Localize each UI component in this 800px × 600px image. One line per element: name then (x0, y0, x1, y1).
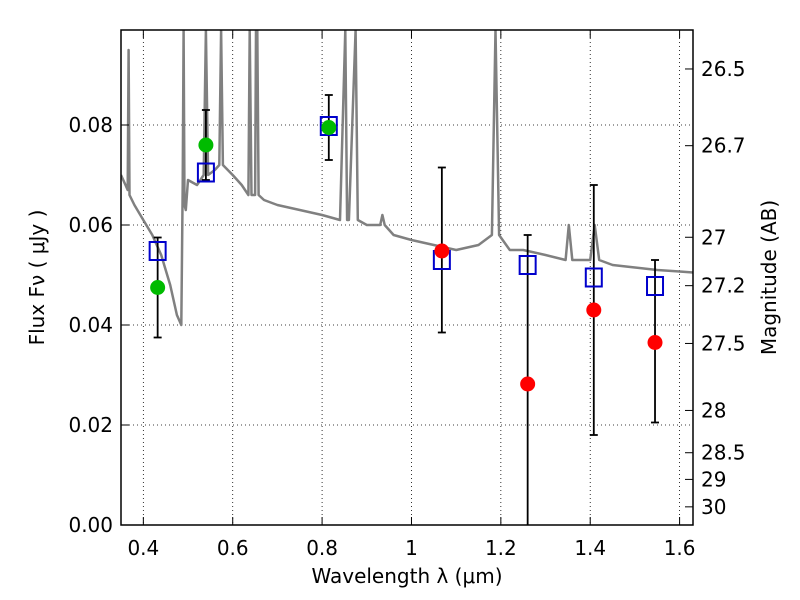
x-tick-label: 1.2 (485, 536, 517, 560)
template-spectrum-line (121, 30, 693, 327)
right-tick-label: 28.5 (701, 441, 746, 465)
right-tick-label: 27 (701, 225, 726, 249)
low-significance-point (434, 243, 450, 259)
model-photometry-point (196, 162, 215, 183)
right-tick-label: 27.2 (701, 274, 746, 298)
y-tick-label: 0.00 (68, 513, 113, 537)
right-tick-label: 30 (701, 495, 726, 519)
model-photometry-point (646, 276, 665, 296)
y-tick-label: 0.02 (68, 413, 113, 437)
detections-point (150, 280, 166, 295)
spectrum-layer (121, 30, 693, 327)
errorbar-layer (153, 94, 660, 525)
low-significance-point (647, 335, 663, 350)
x-tick-label: 0.4 (127, 536, 159, 560)
right-axis-label: Magnitude (AB) (757, 200, 781, 355)
model-photometry-point (584, 267, 603, 288)
detections-point (321, 120, 337, 135)
x-axis-label: Wavelength λ (μm) (311, 564, 502, 588)
right-tick-label: 29 (701, 467, 726, 491)
plot-frame (120, 29, 694, 526)
x-tick-label: 1 (405, 536, 418, 560)
y-tick-label: 0.08 (68, 113, 113, 137)
x-tick-label: 1.4 (574, 536, 606, 560)
y-tick-label: 0.06 (68, 213, 113, 237)
low-significance-point (586, 302, 602, 318)
x-tick-label: 0.8 (306, 536, 338, 560)
right-tick-label: 27.5 (701, 331, 746, 355)
model-photometry-point (148, 241, 167, 261)
marker-layer (148, 116, 665, 392)
y-tick-label: 0.04 (68, 313, 113, 337)
right-tick-label: 26.7 (701, 134, 746, 158)
y-axis-label: Flux Fν ( μJy ) (25, 210, 49, 346)
model-photometry-point (518, 255, 537, 275)
x-tick-label: 0.6 (217, 536, 249, 560)
detections-point (198, 137, 214, 153)
x-tick-label: 1.6 (664, 536, 696, 560)
low-significance-point (520, 376, 536, 392)
right-tick-label: 26.5 (701, 57, 746, 81)
right-tick-label: 28 (701, 398, 726, 422)
tick-layer: 0.4 0.6 0.8 1 1.2 1.4 1.6 0.00 0.02 0.04 0.06 0.08 2… (68, 30, 746, 560)
